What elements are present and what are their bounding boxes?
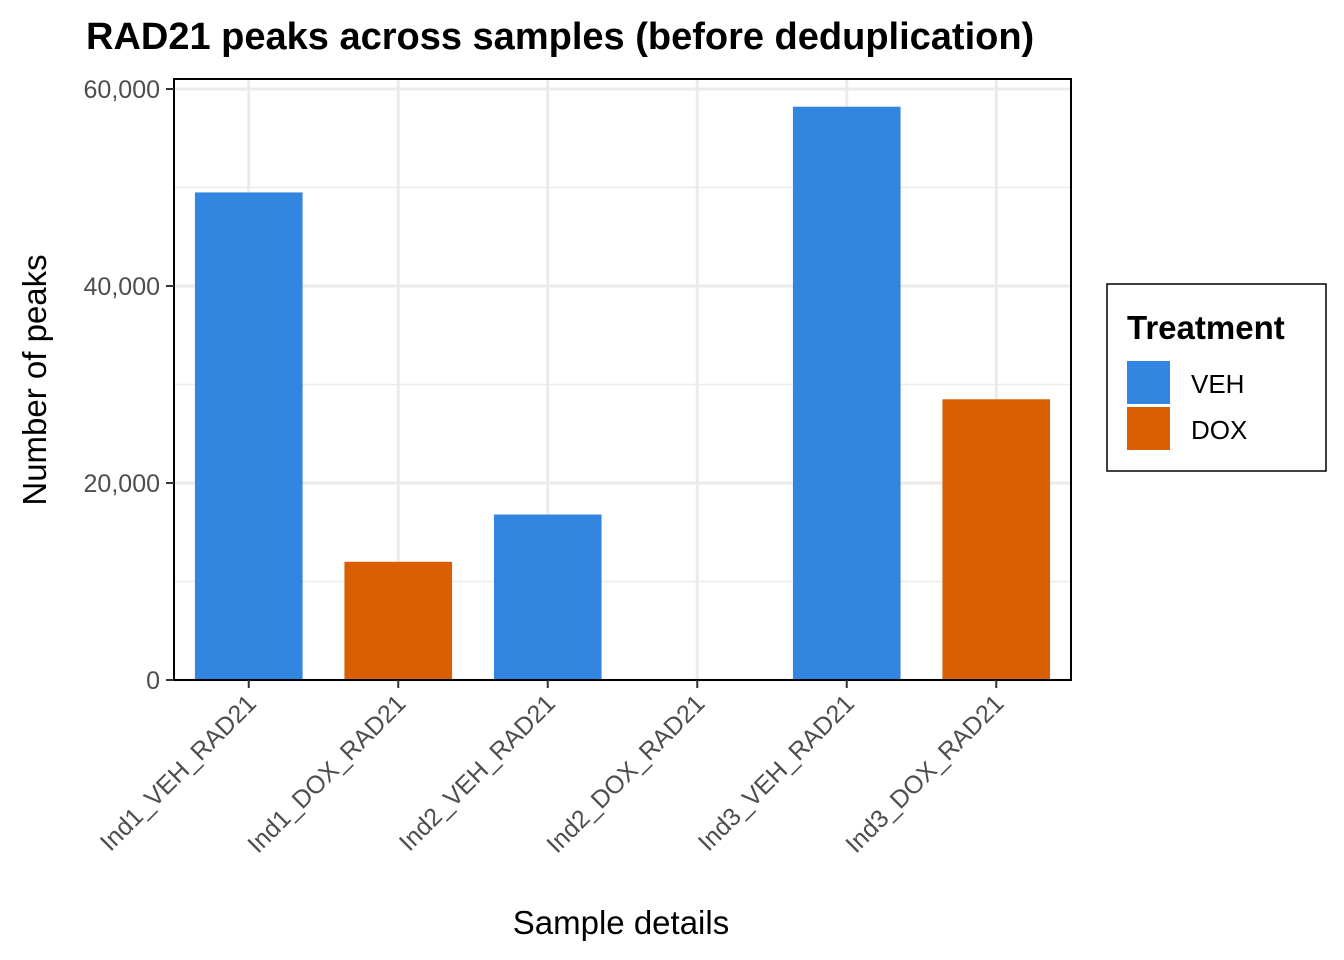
legend-title: Treatment — [1127, 309, 1285, 346]
plot-panel-border — [173, 78, 1072, 681]
bar-ind3-veh-rad21 — [792, 106, 901, 681]
y-tick-label: 20,000 — [84, 470, 160, 498]
chart-title: RAD21 peaks across samples (before dedup… — [86, 16, 1034, 58]
legend-swatch-veh — [1127, 361, 1170, 404]
x-tick-label: Ind1_VEH_RAD21 — [95, 689, 262, 856]
legend-swatch-dox — [1127, 407, 1170, 450]
bar-ind3-dox-rad21 — [942, 399, 1051, 680]
y-tick-label: 40,000 — [84, 273, 160, 301]
x-tick-label: Ind2_VEH_RAD21 — [394, 689, 561, 856]
bar-ind1-veh-rad21 — [194, 192, 303, 681]
bar-ind2-veh-rad21 — [493, 514, 602, 680]
y-tick-label: 0 — [146, 667, 160, 695]
legend-label-dox: DOX — [1191, 415, 1247, 445]
x-axis-title: Sample details — [513, 904, 729, 941]
x-tick-label: Ind1_DOX_RAD21 — [242, 689, 411, 858]
x-tick-label: Ind3_VEH_RAD21 — [693, 689, 860, 856]
y-axis-title: Number of peaks — [16, 254, 53, 505]
x-axis: Ind1_VEH_RAD21Ind1_DOX_RAD21Ind2_VEH_RAD… — [95, 680, 1009, 859]
x-tick-label: Ind3_DOX_RAD21 — [840, 689, 1009, 858]
bar-ind1-dox-rad21 — [344, 561, 453, 680]
legend: Treatment VEH DOX — [1106, 283, 1327, 472]
bars — [194, 106, 1051, 681]
x-tick-label: Ind2_DOX_RAD21 — [541, 689, 710, 858]
legend-label-veh: VEH — [1191, 369, 1244, 399]
y-axis: 0 20,000 40,000 60,000 — [84, 76, 174, 695]
y-tick-label: 60,000 — [84, 76, 160, 104]
grid — [174, 79, 1071, 682]
